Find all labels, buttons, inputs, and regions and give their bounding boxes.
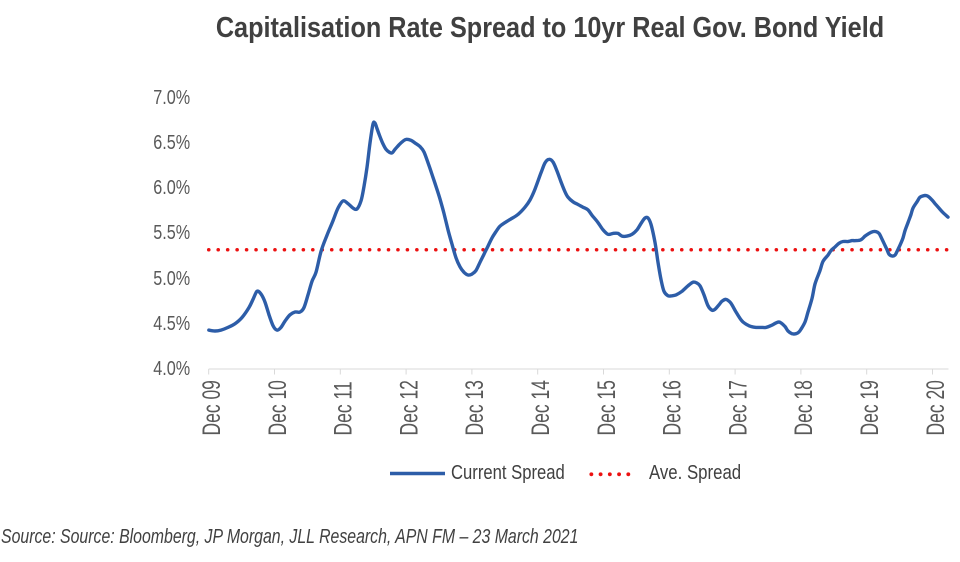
svg-text:Dec 13: Dec 13	[460, 380, 489, 435]
svg-text:Dec 10: Dec 10	[263, 380, 292, 435]
svg-text:Dec 12: Dec 12	[394, 380, 423, 435]
svg-text:Dec 17: Dec 17	[723, 380, 752, 435]
svg-text:Dec 18: Dec 18	[789, 380, 818, 435]
svg-text:Dec 16: Dec 16	[657, 380, 686, 435]
svg-text:Dec 09: Dec 09	[197, 380, 226, 435]
svg-text:Dec 19: Dec 19	[855, 380, 884, 435]
svg-text:Dec 14: Dec 14	[526, 380, 555, 435]
svg-text:Dec 15: Dec 15	[592, 380, 621, 435]
svg-text:Dec 20: Dec 20	[921, 380, 950, 435]
svg-text:Dec 11: Dec 11	[328, 381, 357, 435]
